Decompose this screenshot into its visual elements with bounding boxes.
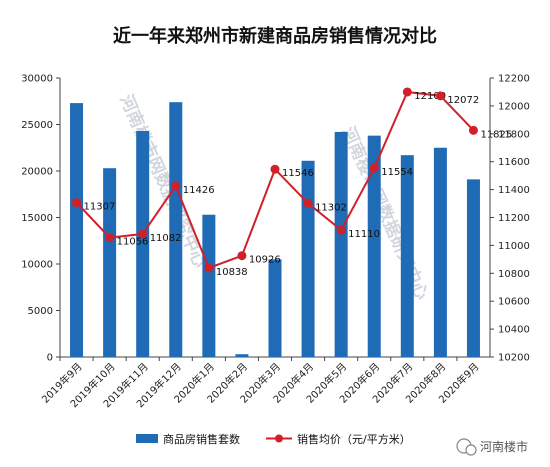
price-point [402, 87, 412, 97]
bar [367, 135, 381, 357]
price-data-label: 11307 [84, 202, 116, 213]
legend-layer: 商品房销售套数 销售均价（元/平方米） [136, 432, 411, 446]
y-right-tick-label: 11400 [498, 185, 530, 196]
y-left-tick-label: 5000 [28, 306, 53, 317]
price-data-label: 12072 [447, 95, 479, 106]
wechat-icon [456, 438, 477, 456]
y-right-tick-label: 11800 [498, 129, 530, 140]
wechat-icon-bubble-small [465, 444, 477, 456]
price-data-label: 11426 [183, 185, 215, 196]
bar [70, 103, 84, 357]
price-data-label: 11056 [117, 237, 149, 248]
bar [334, 131, 348, 357]
price-point [237, 251, 247, 261]
bars-layer [70, 102, 480, 358]
y-right-tick-label: 12000 [498, 101, 530, 112]
price-data-label: 12100 [414, 91, 446, 102]
bar [136, 131, 150, 357]
price-data-label: 10838 [216, 267, 248, 278]
price-point [72, 198, 82, 208]
y-left-tick-label: 30000 [21, 74, 53, 85]
bar [202, 214, 216, 357]
price-data-label: 11546 [282, 168, 314, 179]
bar [103, 168, 117, 357]
legend-bar-label: 商品房销售套数 [163, 432, 240, 446]
price-point [270, 164, 280, 174]
bar [466, 179, 480, 357]
chart-title: 近一年来郑州市新建商品房销售情况对比 [113, 26, 437, 47]
legend-line-marker [275, 434, 283, 443]
watermark-text: 河南楼市网数据研究中心 [337, 123, 432, 302]
y-right-tick-label: 11000 [498, 241, 530, 252]
y-right-tick-label: 10600 [498, 297, 530, 308]
y-left-tick-label: 10000 [21, 260, 53, 271]
price-point [138, 229, 148, 239]
y-right-tick-label: 10200 [498, 353, 530, 364]
y-right-tick-label: 11600 [498, 157, 530, 168]
y-right-tick-label: 11200 [498, 213, 530, 224]
price-point [204, 263, 214, 273]
y-right-tick-label: 12200 [498, 74, 530, 85]
price-point [336, 225, 346, 235]
legend-bar-swatch [136, 434, 158, 443]
price-point [171, 181, 181, 191]
y-left-tick-label: 15000 [21, 213, 53, 224]
bar [268, 259, 282, 357]
price-data-label: 11302 [315, 202, 347, 213]
price-point [105, 233, 115, 243]
y-left-tick-label: 0 [47, 353, 53, 364]
y-right-tick-label: 10800 [498, 269, 530, 280]
bar [301, 160, 315, 357]
price-data-label: 11825 [480, 129, 512, 140]
bar [169, 102, 183, 358]
bar [400, 155, 414, 357]
y-left-tick-label: 25000 [21, 120, 53, 131]
price-data-label: 11554 [381, 167, 413, 178]
price-point [468, 125, 478, 135]
bar [433, 147, 447, 357]
brand-layer: 河南楼市 [456, 438, 528, 456]
price-point [435, 91, 445, 101]
axes-layer: 0 5000 10000 15000 20000 25000 30000 10200 10400… [21, 74, 530, 411]
y-right-tick-label: 10400 [498, 325, 530, 336]
price-point [303, 198, 313, 208]
legend-line-label: 销售均价（元/平方米） [297, 432, 411, 446]
y-left-tick-label: 20000 [21, 167, 53, 178]
price-point [369, 163, 379, 173]
bar [235, 354, 249, 357]
price-data-label: 11082 [150, 233, 182, 244]
price-data-label: 11110 [348, 229, 380, 240]
price-data-label: 10926 [249, 255, 281, 266]
brand-label: 河南楼市 [480, 439, 528, 454]
